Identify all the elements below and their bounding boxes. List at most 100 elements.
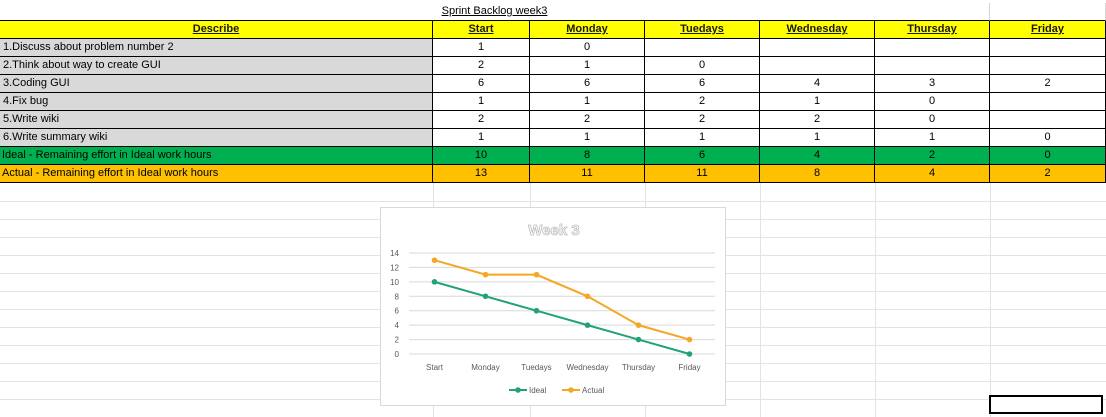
legend-marker [568, 387, 574, 393]
task-label[interactable]: 6.Write summary wiki [0, 129, 433, 147]
data-point-actual [533, 271, 540, 278]
task-cell[interactable]: 6 [645, 75, 760, 93]
task-cell[interactable]: 6 [530, 75, 645, 93]
task-cell[interactable]: 0 [875, 111, 990, 129]
ideal-cell[interactable]: 10 [433, 147, 530, 165]
ideal-cell[interactable]: 2 [875, 147, 990, 165]
task-cell[interactable]: 1 [530, 57, 645, 75]
series-line-ideal [434, 280, 690, 355]
column-header[interactable]: Friday [990, 21, 1106, 39]
task-cell[interactable]: 2 [433, 111, 530, 129]
task-cell[interactable]: 2 [760, 111, 875, 129]
ideal-cell[interactable]: 4 [760, 147, 875, 165]
y-tick-label: 12 [390, 263, 399, 272]
task-cell[interactable] [875, 39, 990, 57]
task-cell[interactable]: 2 [645, 93, 760, 111]
task-cell[interactable] [760, 39, 875, 57]
task-cell[interactable]: 4 [760, 75, 875, 93]
data-point-ideal [686, 351, 693, 357]
column-header[interactable]: Thursday [875, 21, 990, 39]
task-cell[interactable]: 0 [645, 57, 760, 75]
legend-label: Actual [582, 386, 604, 395]
data-point-actual [431, 257, 438, 264]
burndown-chart[interactable]: Week 3 0 2 4 6 8 10 12 14 Start Monday Tuedays Wedne… [380, 207, 726, 406]
task-cell[interactable]: 1 [875, 129, 990, 147]
task-cell[interactable]: 6 [433, 75, 530, 93]
column-header[interactable]: Monday [530, 21, 645, 39]
task-cell[interactable]: 0 [875, 93, 990, 111]
cell-empty[interactable] [990, 3, 1106, 21]
task-cell[interactable] [645, 39, 760, 57]
task-cell[interactable]: 2 [530, 111, 645, 129]
task-cell[interactable] [760, 57, 875, 75]
task-cell[interactable]: 2 [645, 111, 760, 129]
gridline [0, 201, 1106, 202]
task-cell[interactable]: 1 [433, 39, 530, 57]
x-tick-label: Wednesday [566, 363, 608, 372]
data-point-ideal [533, 307, 540, 314]
actual-cell[interactable]: 13 [433, 165, 530, 183]
column-header[interactable]: Tuedays [645, 21, 760, 39]
x-tick-label: Friday [678, 363, 700, 372]
task-cell[interactable]: 1 [433, 93, 530, 111]
chart-title: Week 3 [528, 222, 579, 239]
task-cell[interactable]: 1 [760, 93, 875, 111]
task-cell[interactable]: 1 [530, 129, 645, 147]
task-label[interactable]: 3.Coding GUI [0, 75, 433, 93]
ideal-cell[interactable]: 6 [645, 147, 760, 165]
data-point-ideal [584, 322, 591, 328]
actual-cell[interactable]: 4 [875, 165, 990, 183]
legend-label: Ideal [529, 386, 547, 395]
task-cell[interactable]: 1 [760, 129, 875, 147]
data-point-actual [482, 271, 489, 278]
task-cell[interactable] [990, 57, 1106, 75]
column-header[interactable]: Wednesday [760, 21, 875, 39]
series-line-actual [434, 259, 690, 341]
task-cell[interactable] [875, 57, 990, 75]
y-tick-label: 2 [395, 336, 400, 345]
task-cell[interactable]: 1 [645, 129, 760, 147]
task-cell[interactable] [990, 111, 1106, 129]
x-tick-label: Monday [471, 363, 499, 372]
y-tick-label: 0 [395, 350, 400, 359]
task-cell[interactable]: 2 [433, 57, 530, 75]
selected-cell[interactable] [989, 395, 1103, 414]
task-cell[interactable]: 1 [530, 93, 645, 111]
actual-cell[interactable]: 11 [530, 165, 645, 183]
x-tick-label: Thursday [622, 363, 655, 372]
task-cell[interactable] [990, 39, 1106, 57]
actual-cell[interactable]: 8 [760, 165, 875, 183]
data-point-actual [584, 293, 591, 300]
y-tick-label: 4 [395, 321, 400, 330]
column-header[interactable]: Start [433, 21, 530, 39]
actual-cell[interactable]: 11 [645, 165, 760, 183]
sheet-title[interactable]: Sprint Backlog week3 [0, 3, 990, 21]
ideal-cell[interactable]: 8 [530, 147, 645, 165]
gridline [760, 183, 761, 417]
data-point-ideal [431, 279, 438, 285]
ideal-cell[interactable]: 0 [990, 147, 1106, 165]
task-cell[interactable]: 0 [530, 39, 645, 57]
task-label[interactable]: 5.Write wiki [0, 111, 433, 129]
data-point-ideal [635, 336, 642, 343]
actual-row-label[interactable]: Actual - Remaining effort in Ideal work … [0, 165, 433, 183]
cell-empty[interactable] [875, 3, 990, 21]
gridline [990, 183, 991, 417]
task-cell[interactable]: 2 [990, 75, 1106, 93]
gridline [875, 183, 876, 417]
task-cell[interactable]: 1 [433, 129, 530, 147]
task-label[interactable]: 1.Discuss about problem number 2 [0, 39, 433, 57]
column-header[interactable]: Describe [0, 21, 433, 39]
task-cell[interactable] [990, 93, 1106, 111]
task-label[interactable]: 2.Think about way to create GUI [0, 57, 433, 75]
task-label[interactable]: 4.Fix bug [0, 93, 433, 111]
task-cell[interactable]: 3 [875, 75, 990, 93]
y-tick-label: 8 [395, 292, 400, 301]
data-point-actual [686, 336, 693, 343]
x-tick-label: Tuedays [521, 363, 551, 372]
data-point-actual [635, 322, 642, 328]
actual-cell[interactable]: 2 [990, 165, 1106, 183]
task-cell[interactable]: 0 [990, 129, 1106, 147]
ideal-row-label[interactable]: Ideal - Remaining effort in Ideal work h… [0, 147, 433, 165]
data-point-ideal [482, 293, 489, 300]
